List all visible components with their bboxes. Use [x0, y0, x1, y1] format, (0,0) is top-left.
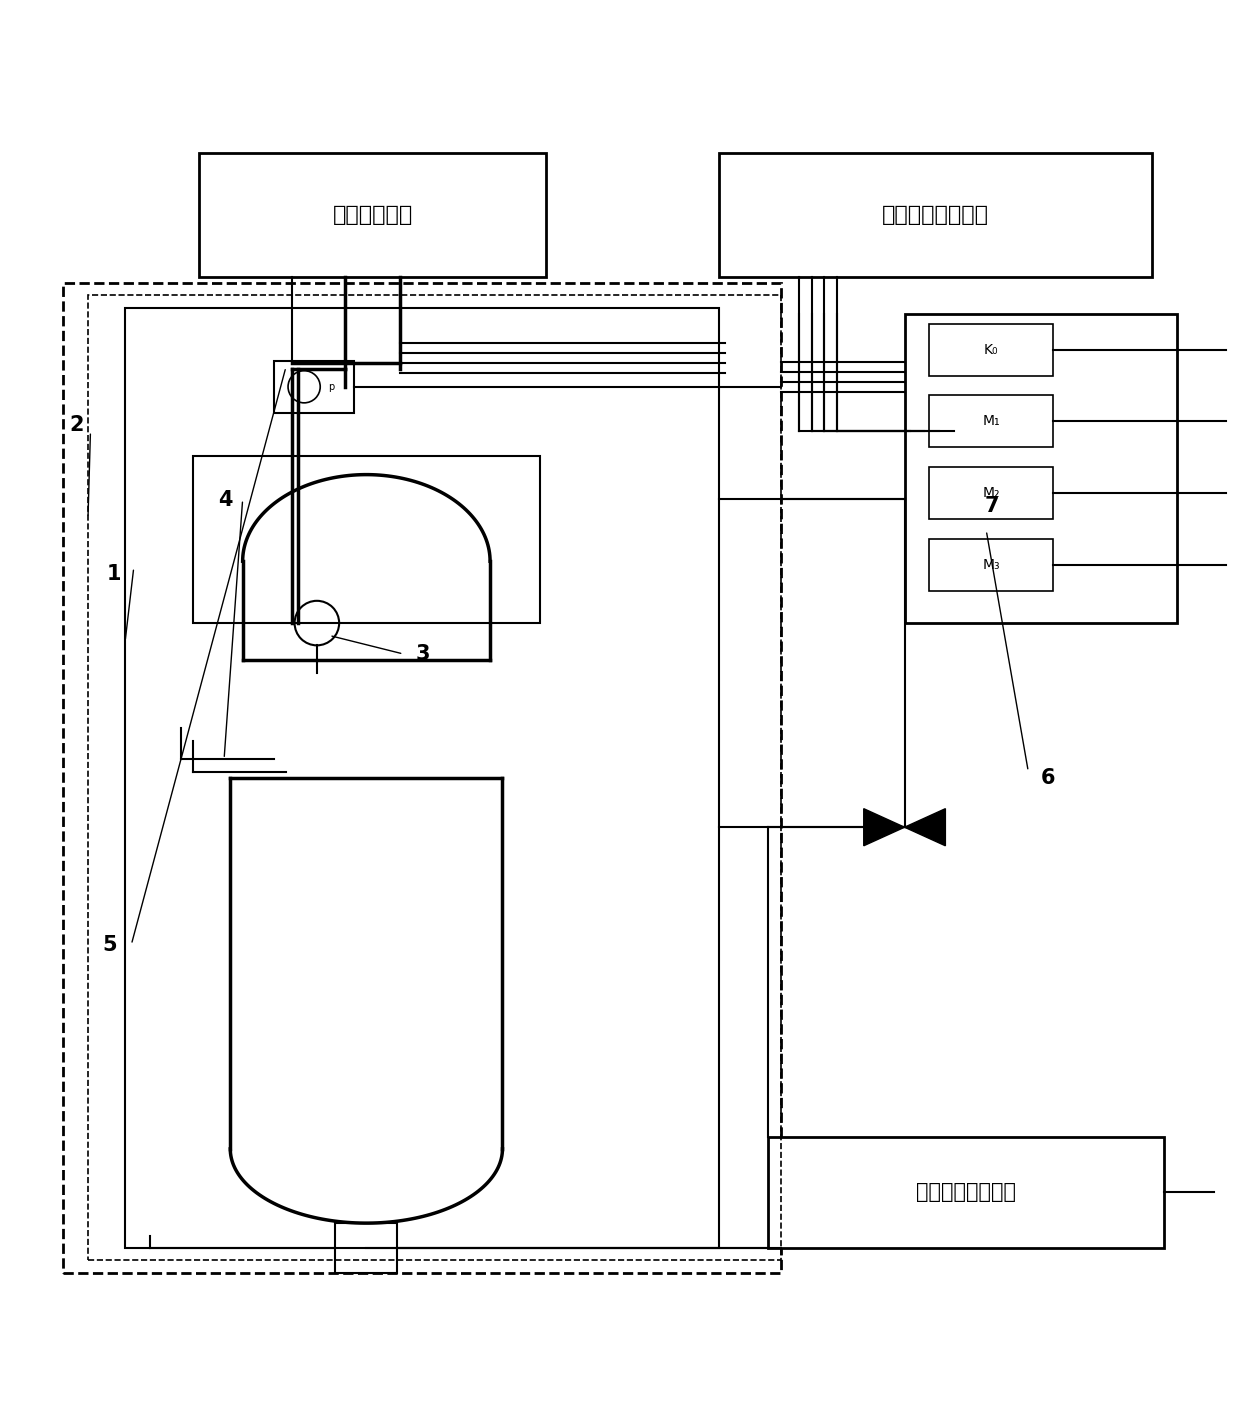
Bar — [88, 295, 781, 1261]
Bar — [125, 308, 719, 1248]
Bar — [200, 153, 546, 277]
Bar — [929, 324, 1053, 376]
Text: 1: 1 — [107, 564, 122, 584]
Bar — [904, 314, 1177, 623]
Text: 4: 4 — [218, 490, 232, 509]
Text: p: p — [329, 381, 335, 391]
Bar — [63, 283, 781, 1272]
Bar — [769, 1137, 1164, 1248]
Polygon shape — [864, 809, 904, 846]
Text: 3: 3 — [415, 644, 430, 664]
Text: 6: 6 — [1040, 768, 1055, 788]
Text: M₂: M₂ — [982, 487, 999, 499]
Text: 5: 5 — [103, 934, 118, 955]
Text: 光纤成象处理单元: 光纤成象处理单元 — [916, 1182, 1017, 1202]
Bar — [193, 456, 539, 623]
Bar — [274, 360, 353, 412]
Text: 高压电源单元: 高压电源单元 — [332, 205, 413, 225]
Text: M₃: M₃ — [982, 559, 999, 571]
Text: 7: 7 — [985, 495, 999, 516]
Bar — [929, 467, 1053, 519]
Bar — [719, 153, 1152, 277]
Text: K₀: K₀ — [983, 343, 998, 356]
Text: 2: 2 — [69, 415, 84, 435]
Polygon shape — [904, 809, 945, 846]
Bar — [929, 395, 1053, 447]
Bar — [336, 1223, 397, 1272]
Bar — [929, 539, 1053, 591]
Text: M₁: M₁ — [982, 415, 999, 428]
Text: 数据监控处理单元: 数据监控处理单元 — [882, 205, 990, 225]
